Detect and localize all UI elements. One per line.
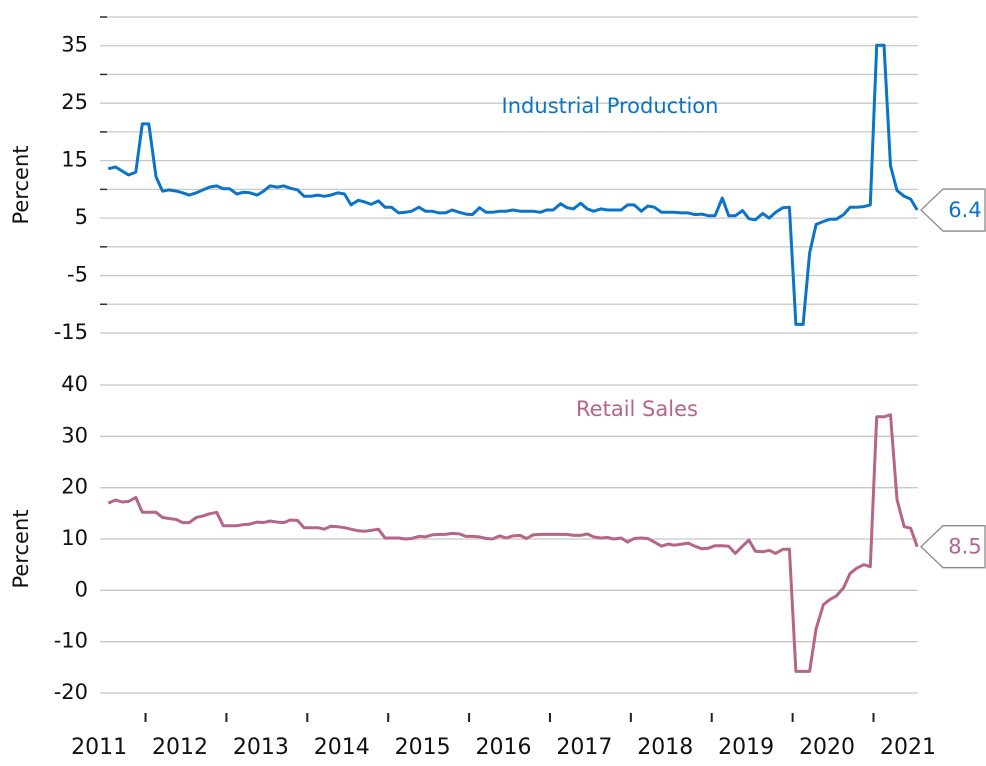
y-tick-label: -5 — [67, 263, 88, 287]
y-tick-label: 15 — [61, 148, 88, 172]
y-tick-label: 20 — [61, 475, 88, 499]
y-tick-label: -15 — [54, 320, 88, 344]
series-line — [107, 413, 919, 673]
series-line — [107, 43, 919, 326]
x-tick-label: 2017 — [556, 735, 612, 760]
value-callout: 8.5 — [948, 535, 981, 559]
x-tick-label: 2016 — [476, 735, 532, 760]
x-tick-label: 2013 — [233, 735, 289, 760]
y-tick-label: 30 — [61, 423, 88, 447]
value-callout-box — [920, 525, 986, 569]
x-tick-label: 2019 — [718, 735, 774, 760]
x-tick-label: 2018 — [637, 735, 693, 760]
y-tick-label: 35 — [61, 33, 88, 57]
y-tick-label: 25 — [61, 90, 88, 114]
y-tick-label: 5 — [75, 205, 88, 229]
x-tick-label: 2020 — [799, 735, 855, 760]
y-tick-label: 0 — [75, 577, 88, 601]
x-tick-label: 2012 — [152, 735, 208, 760]
x-tick-label: 2014 — [314, 735, 370, 760]
series-annotation: Retail Sales — [576, 397, 698, 421]
y-axis-label: Percent — [9, 509, 33, 588]
y-tick-label: 40 — [61, 372, 88, 396]
y-tick-label: -20 — [54, 680, 88, 704]
x-tick-label: 2021 — [880, 735, 936, 760]
y-tick-label: 10 — [61, 526, 88, 550]
y-tick-label: -10 — [54, 629, 88, 653]
value-callout-box — [920, 188, 986, 232]
x-tick-label: 2011 — [71, 735, 127, 760]
series-annotation: Industrial Production — [502, 94, 719, 118]
y-axis-label: Percent — [9, 145, 33, 224]
value-callout: 6.4 — [948, 198, 981, 222]
x-tick-label: 2015 — [395, 735, 451, 760]
